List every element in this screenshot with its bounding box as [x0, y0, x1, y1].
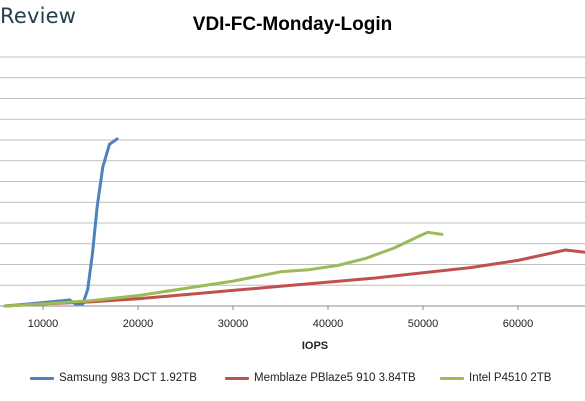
x-tick-labels: 10000200003000040000500006000070000 — [28, 306, 534, 330]
legend-label-memblaze: Memblaze PBlaze5 910 3.84TB — [254, 372, 416, 384]
legend-label-intel: Intel P4510 2TB — [469, 372, 552, 384]
legend-item-samsung: Samsung 983 DCT 1.92TB — [30, 372, 197, 384]
gridlines — [0, 56, 585, 307]
legend-item-intel: Intel P4510 2TB — [440, 372, 551, 384]
brand-logo: Review — [0, 4, 77, 28]
series-line-2 — [3, 230, 444, 308]
x-tick-label: 60000 — [503, 318, 534, 330]
x-tick-label: 10000 — [28, 318, 59, 330]
legend-swatch-samsung — [30, 376, 54, 380]
legend-item-memblaze: Memblaze PBlaze5 910 3.84TB — [225, 372, 416, 384]
x-tick-label: 50000 — [408, 318, 439, 330]
x-tick-label: 20000 — [123, 318, 154, 330]
x-tick-label: 30000 — [218, 318, 249, 330]
x-tick-label: 40000 — [313, 318, 344, 330]
legend-swatch-intel — [440, 376, 464, 380]
series-lines — [3, 137, 585, 308]
chart-title: VDI-FC-Monday-Login — [192, 14, 393, 35]
series-line-0 — [3, 137, 119, 308]
legend-label-samsung: Samsung 983 DCT 1.92TB — [59, 372, 197, 384]
legend-swatch-memblaze — [225, 376, 249, 380]
x-axis-label: IOPS — [302, 340, 328, 352]
